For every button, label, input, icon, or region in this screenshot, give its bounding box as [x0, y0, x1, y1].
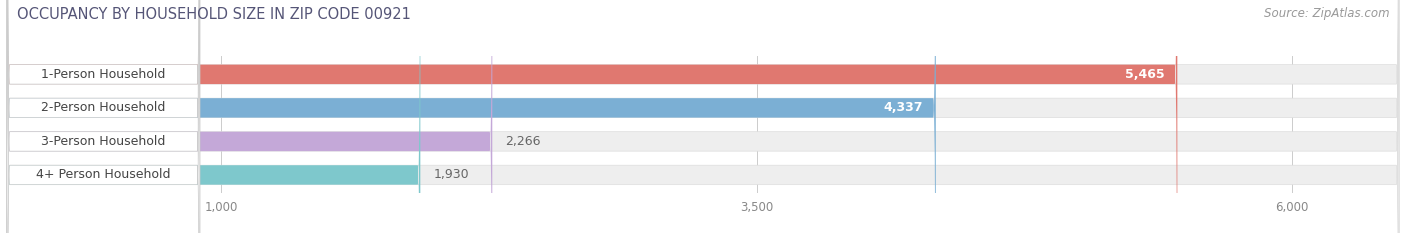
Text: 4+ Person Household: 4+ Person Household [37, 168, 170, 182]
Text: 4,337: 4,337 [883, 101, 922, 114]
FancyBboxPatch shape [7, 0, 420, 233]
FancyBboxPatch shape [7, 0, 1177, 233]
FancyBboxPatch shape [7, 0, 936, 233]
FancyBboxPatch shape [7, 0, 200, 233]
FancyBboxPatch shape [7, 0, 1399, 233]
FancyBboxPatch shape [7, 0, 1399, 233]
Text: 2-Person Household: 2-Person Household [41, 101, 166, 114]
FancyBboxPatch shape [7, 0, 200, 233]
FancyBboxPatch shape [7, 0, 200, 233]
FancyBboxPatch shape [7, 0, 492, 233]
Text: 1,930: 1,930 [433, 168, 468, 182]
Text: 3-Person Household: 3-Person Household [41, 135, 166, 148]
Text: 2,266: 2,266 [505, 135, 541, 148]
Text: OCCUPANCY BY HOUSEHOLD SIZE IN ZIP CODE 00921: OCCUPANCY BY HOUSEHOLD SIZE IN ZIP CODE … [17, 7, 411, 22]
FancyBboxPatch shape [7, 0, 1399, 233]
FancyBboxPatch shape [7, 0, 200, 233]
Text: 5,465: 5,465 [1125, 68, 1164, 81]
Text: Source: ZipAtlas.com: Source: ZipAtlas.com [1264, 7, 1389, 20]
Text: 1-Person Household: 1-Person Household [41, 68, 166, 81]
FancyBboxPatch shape [7, 0, 1399, 233]
